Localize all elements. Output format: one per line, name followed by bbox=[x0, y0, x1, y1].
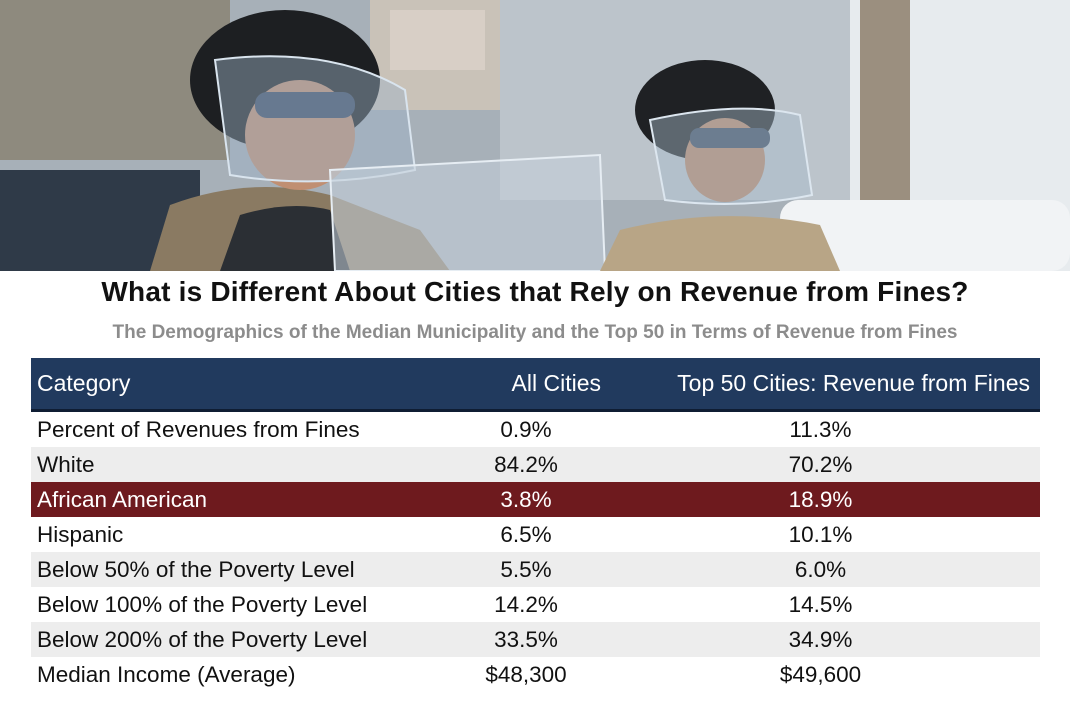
page-subtitle: The Demographics of the Median Municipal… bbox=[112, 322, 958, 343]
row-category: Hispanic bbox=[37, 521, 124, 547]
row-all-cities: 6.5% bbox=[500, 521, 552, 547]
row-category: African American bbox=[37, 486, 208, 512]
table-row: White 84.2% 70.2% bbox=[31, 447, 1040, 482]
riot-police-photo-icon bbox=[0, 0, 1070, 271]
row-all-cities: $48,300 bbox=[485, 661, 567, 687]
table-row: Below 200% of the Poverty Level 33.5% 34… bbox=[31, 622, 1040, 657]
row-all-cities: 5.5% bbox=[500, 556, 552, 582]
table-row: Below 50% of the Poverty Level 5.5% 6.0% bbox=[31, 552, 1040, 587]
row-top50: 34.9% bbox=[788, 626, 853, 652]
page-title: What is Different About Cities that Rely… bbox=[101, 276, 969, 307]
row-top50: 6.0% bbox=[794, 556, 847, 582]
row-category: White bbox=[37, 451, 95, 477]
header-all-cities: All Cities bbox=[511, 370, 601, 396]
table-row: Median Income (Average) $48,300 $49,600 bbox=[31, 657, 1040, 692]
table-row: Below 100% of the Poverty Level 14.2% 14… bbox=[31, 587, 1040, 622]
row-all-cities: 0.9% bbox=[500, 416, 552, 442]
row-top50: 70.2% bbox=[788, 451, 853, 477]
row-all-cities: 33.5% bbox=[494, 626, 558, 652]
table-row: Percent of Revenues from Fines 0.9% 11.3… bbox=[31, 412, 1040, 447]
table-row-highlighted: African American 3.8% 18.9% bbox=[31, 482, 1040, 517]
row-top50: 11.3% bbox=[789, 416, 852, 442]
table-header: Category All Cities Top 50 Cities: Reven… bbox=[31, 358, 1040, 412]
row-all-cities: 84.2% bbox=[494, 451, 558, 477]
riot-police-photo bbox=[0, 0, 1070, 271]
header-category: Category bbox=[37, 370, 131, 396]
header-top50: Top 50 Cities: Revenue from Fines bbox=[677, 370, 1030, 396]
row-top50: 18.9% bbox=[788, 486, 853, 512]
row-category: Below 200% of the Poverty Level bbox=[37, 626, 368, 652]
row-all-cities: 3.8% bbox=[500, 486, 552, 512]
row-top50: 10.1% bbox=[788, 521, 853, 547]
demographics-table: Category All Cities Top 50 Cities: Reven… bbox=[31, 358, 1040, 692]
table-row: Hispanic 6.5% 10.1% bbox=[31, 517, 1040, 552]
row-category: Median Income (Average) bbox=[37, 661, 296, 687]
row-top50: $49,600 bbox=[779, 661, 862, 687]
row-category: Percent of Revenues from Fines bbox=[37, 416, 360, 442]
row-all-cities: 14.2% bbox=[494, 591, 558, 617]
row-category: Below 50% of the Poverty Level bbox=[37, 556, 355, 582]
row-top50: 14.5% bbox=[788, 591, 853, 617]
row-category: Below 100% of the Poverty Level bbox=[37, 591, 368, 617]
